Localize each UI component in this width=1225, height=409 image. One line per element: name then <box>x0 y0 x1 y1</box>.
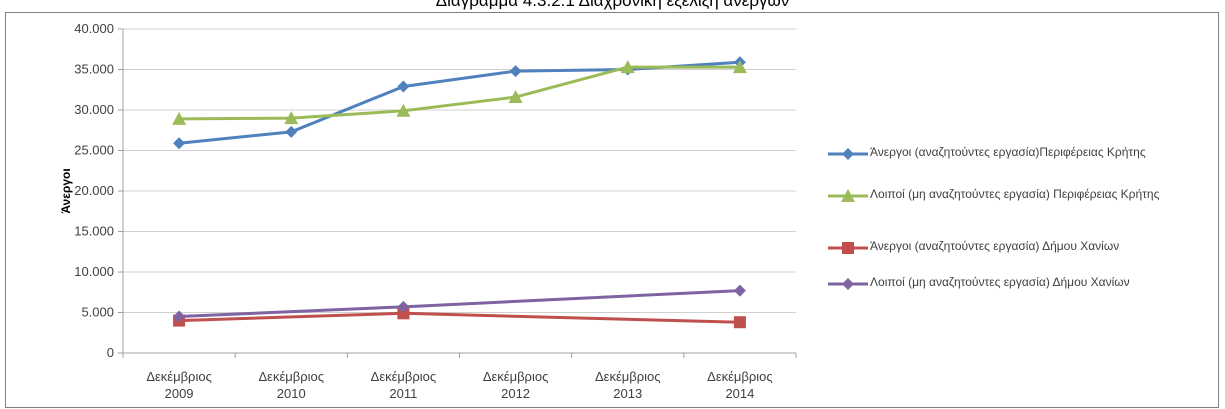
y-tick-label: 25.000 <box>74 143 114 158</box>
series-1-point <box>509 65 522 78</box>
series-4-point <box>733 284 746 297</box>
y-tick-label: 30.000 <box>74 102 114 117</box>
series-line-2 <box>179 65 740 121</box>
legend-label: Άνεργοι (αναζητούντες εργασία)Περιφέρεια… <box>870 145 1146 159</box>
series-2-point <box>172 111 187 125</box>
series-4-point <box>397 300 410 313</box>
series-3-point <box>733 316 746 329</box>
x-tick-label: Δεκέμβριος 2010 <box>258 369 324 401</box>
x-tick-label: Δεκέμβριος 2014 <box>707 369 773 401</box>
y-axis-title: Άνεργοι <box>59 168 73 213</box>
legend-swatch <box>828 278 868 290</box>
chart-frame: 0 5.000 10.000 15.000 20.000 25.000 30.000 35.0… <box>5 12 1219 408</box>
legend-marker <box>842 278 854 290</box>
y-tick-label: 35.000 <box>74 62 114 77</box>
legend-marker <box>842 148 854 160</box>
series-3-point <box>397 307 410 320</box>
y-tick-label: 10.000 <box>74 264 114 279</box>
legend-item: Άνεργοι (αναζητούντες εργασία) Δήμου Χαν… <box>828 237 1225 281</box>
y-tick-label: 40.000 <box>74 21 114 36</box>
series-2-point <box>284 111 299 125</box>
chart-title: Διάγραμμα 4.3.2.1 Διαχρονική εξέλιξη ανέ… <box>435 0 790 10</box>
legend-swatch <box>828 242 868 254</box>
series-2-point <box>620 60 635 74</box>
legend-label: Λοιποί (μη αναζητούντες εργασία) Περιφέρ… <box>870 187 1160 201</box>
series-line-3 <box>179 311 740 324</box>
x-tick-label: Δεκέμβριος 2011 <box>371 369 437 401</box>
y-tick-label: 15.000 <box>74 224 114 239</box>
series-1-point <box>397 80 410 93</box>
legend-label: Λοιποί (μη αναζητούντες εργασία) Δήμου Χ… <box>870 275 1130 289</box>
legend-label: Άνεργοι (αναζητούντες εργασία) Δήμου Χαν… <box>870 239 1120 253</box>
legend-swatch <box>828 148 868 160</box>
line-chart: 0 5.000 10.000 15.000 20.000 25.000 30.000 35.0… <box>59 21 797 401</box>
legend-swatch <box>828 189 868 202</box>
series-1-point <box>173 137 186 150</box>
legend-item: Λοιποί (μη αναζητούντες εργασία) Δήμου Χ… <box>828 273 1225 317</box>
y-tick-label: 0 <box>107 345 114 360</box>
legend-item: Λοιποί (μη αναζητούντες εργασία) Περιφέρ… <box>828 185 1225 229</box>
x-tick-label: Δεκέμβριος 2009 <box>146 369 212 401</box>
series-1-point <box>285 125 298 138</box>
x-tick-label: Δεκέμβριος 2012 <box>483 369 549 401</box>
legend-item: Άνεργοι (αναζητούντες εργασία)Περιφέρεια… <box>828 143 1225 187</box>
legend-marker <box>842 242 854 254</box>
y-tick-label: 20.000 <box>74 183 114 198</box>
series-2-point <box>396 103 411 117</box>
y-tick-label: 5.000 <box>81 305 114 320</box>
x-tick-label: Δεκέμβριος 2013 <box>595 369 661 401</box>
series-2-point <box>732 60 747 74</box>
series-4-point <box>173 310 186 323</box>
legend-marker <box>841 189 855 202</box>
series-2-point <box>508 90 523 104</box>
